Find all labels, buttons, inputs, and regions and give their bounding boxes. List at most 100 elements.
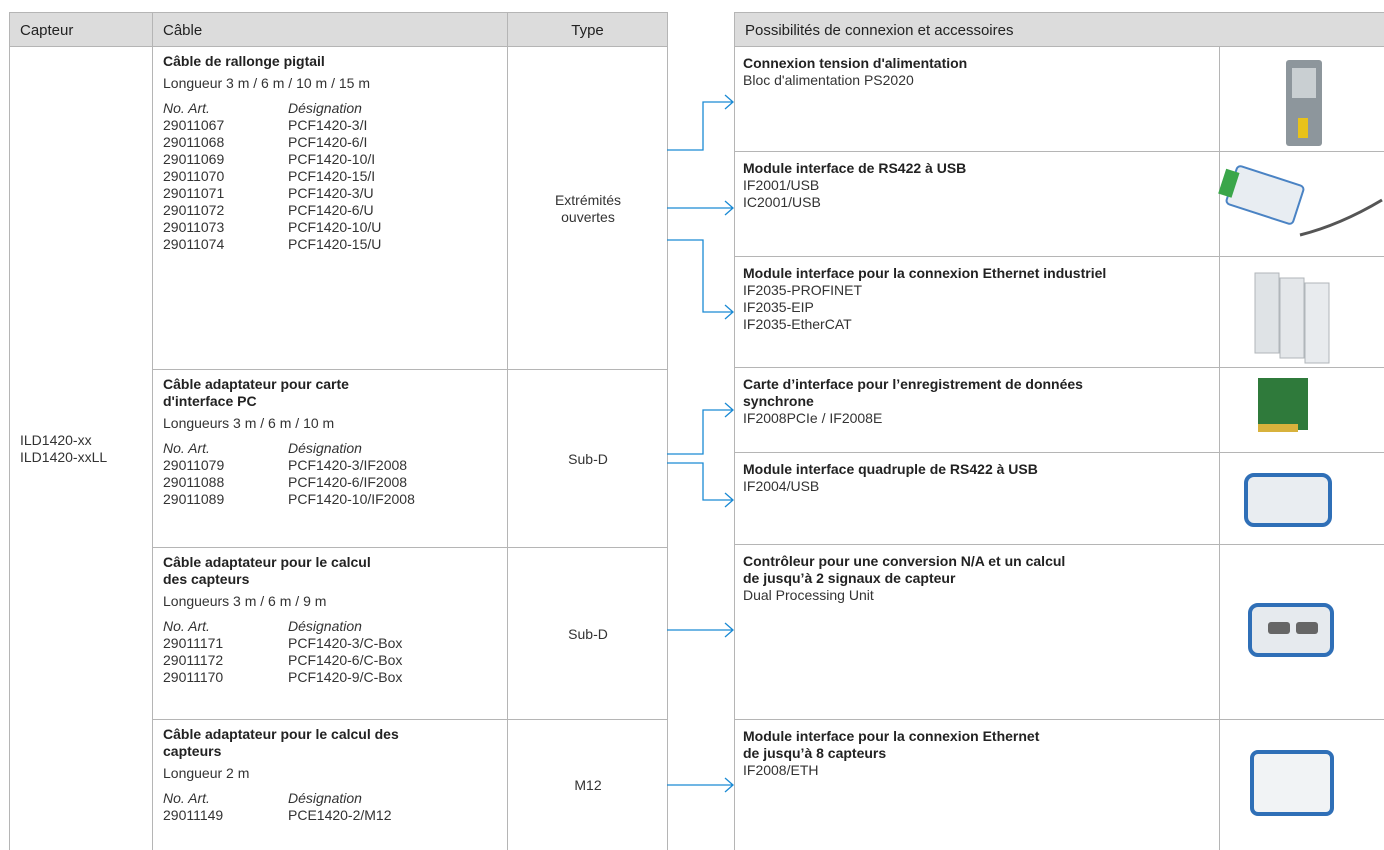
connector-type: M12 (574, 776, 602, 793)
accessory-title: Contrôleur pour une conversion N/A et un… (743, 553, 1066, 569)
article-number: 29011072 (163, 202, 225, 218)
arrow (667, 777, 734, 793)
accessory-model: IF2035-PROFINET (743, 282, 863, 298)
accessory-title: de jusqu’à 8 capteurs (743, 745, 887, 761)
arrow (667, 462, 734, 508)
cable-length: Longueur 3 m / 6 m / 10 m / 15 m (163, 75, 370, 91)
accessory-title: Module interface de RS422 à USB (743, 160, 967, 176)
designation: PCF1420-15/U (288, 236, 382, 252)
quad-usb-module-image (1244, 473, 1332, 527)
cable-length: Longueurs 3 m / 6 m / 10 m (163, 415, 335, 431)
article-number: 29011079 (163, 457, 225, 473)
accessory-title: Module interface quadruple de RS422 à US… (743, 461, 1038, 477)
designation: PCF1420-10/U (288, 219, 382, 235)
column-header: No. Art. (163, 790, 210, 806)
designation: PCF1420-15/I (288, 168, 376, 184)
article-number: 29011171 (163, 635, 224, 651)
cable-title: Câble adaptateur pour le calcul (163, 554, 371, 570)
arrows (667, 94, 734, 793)
arrow (667, 94, 734, 151)
designation: PCF1420-6/I (288, 134, 368, 150)
cable-title: Câble de rallonge pigtail (163, 53, 325, 69)
article-number: 29011067 (163, 117, 225, 133)
pci-card-contacts (1258, 424, 1298, 432)
header-cell: Capteur (9, 12, 153, 47)
accessory-model: IC2001/USB (743, 194, 821, 210)
column-header: No. Art. (163, 440, 210, 456)
accessory-model: IF2035-EIP (743, 299, 814, 315)
accessory-title: de jusqu’à 2 signaux de capteur (743, 570, 956, 586)
usb-module-image (1218, 165, 1305, 225)
article-number: 29011088 (163, 474, 225, 490)
ethernet-module-image (1304, 282, 1330, 364)
header-cell: Type (507, 12, 668, 47)
column-header: Désignation (288, 440, 362, 456)
article-number: 29011089 (163, 491, 225, 507)
accessory-model: IF2008/ETH (743, 762, 819, 778)
usb-cable (1299, 198, 1383, 237)
connector-type: Sub-D (568, 450, 608, 467)
accessory-title: synchrone (743, 393, 814, 409)
accessory-model: IF2001/USB (743, 177, 820, 193)
eth-module-image (1250, 750, 1334, 816)
arrow (667, 239, 734, 320)
connector-type: ouvertes (561, 208, 615, 225)
column-header: No. Art. (163, 100, 210, 116)
designation: PCE1420-2/M12 (288, 807, 392, 823)
dpu-image (1248, 603, 1334, 657)
designation: PCF1420-6/IF2008 (288, 474, 408, 490)
article-number: 29011071 (163, 185, 225, 201)
power-supply-label (1292, 68, 1316, 98)
accessory-title: Module interface pour la connexion Ether… (743, 728, 1040, 744)
designation: PCF1420-3/IF2008 (288, 457, 408, 473)
accessory-title: Module interface pour la connexion Ether… (743, 265, 1107, 281)
designation: PCF1420-6/U (288, 202, 374, 218)
arrow (667, 200, 734, 216)
article-number: 29011074 (163, 236, 225, 252)
designation: PCF1420-3/C-Box (288, 635, 403, 651)
article-number: 29011069 (163, 151, 225, 167)
column-header: No. Art. (163, 618, 210, 634)
accessory-model: Dual Processing Unit (743, 587, 874, 603)
article-number: 29011070 (163, 168, 225, 184)
cable-title: Câble adaptateur pour carte (163, 376, 349, 392)
article-number: 29011170 (163, 669, 224, 685)
dpu-connector (1296, 622, 1318, 634)
cable-length: Longueur 2 m (163, 765, 250, 781)
article-number: 29011068 (163, 134, 225, 150)
accessory-model: IF2035-EtherCAT (743, 316, 852, 332)
article-number: 29011149 (163, 807, 224, 823)
designation: PCF1420-3/I (288, 117, 368, 133)
sensor-name: ILD1420-xxLL (20, 449, 108, 465)
column-header: Désignation (288, 100, 362, 116)
accessory-model: IF2008PCIe / IF2008E (743, 410, 883, 426)
arrow (667, 402, 734, 455)
arrow (667, 622, 734, 638)
designation: PCF1420-9/C-Box (288, 669, 403, 685)
article-number: 29011172 (163, 652, 224, 668)
article-number: 29011073 (163, 219, 225, 235)
connector-type: Extrémités (554, 191, 622, 208)
cable-title: d'interface PC (163, 393, 257, 409)
cable-length: Longueurs 3 m / 6 m / 9 m (163, 593, 327, 609)
column-header: Désignation (288, 790, 362, 806)
sensor-name: ILD1420-xx (20, 432, 92, 448)
accessory-model: Bloc d'alimentation PS2020 (743, 72, 914, 88)
product-images (1218, 60, 1383, 816)
image-cell (1219, 719, 1384, 850)
accessory-title: Connexion tension d'alimentation (743, 55, 968, 71)
cable-title: capteurs (163, 743, 222, 759)
designation: PCF1420-3/U (288, 185, 374, 201)
accessory-model: IF2004/USB (743, 478, 820, 494)
column-header: Désignation (288, 618, 362, 634)
dpu-connector (1268, 622, 1290, 634)
designation: PCF1420-6/C-Box (288, 652, 403, 668)
accessory-title: Carte d’interface pour l’enregistrement … (743, 376, 1083, 392)
designation: PCF1420-10/IF2008 (288, 491, 415, 507)
cable-title: Câble adaptateur pour le calcul des (163, 726, 399, 742)
connector-type: Sub-D (568, 625, 608, 642)
ethernet-module-image (1254, 272, 1280, 354)
designation: PCF1420-10/I (288, 151, 376, 167)
